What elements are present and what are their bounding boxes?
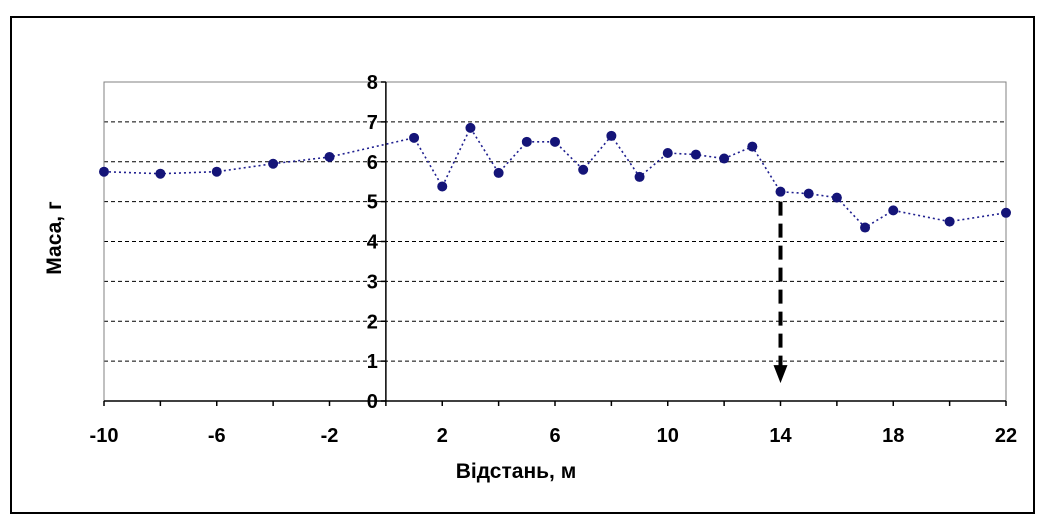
y-tick-label: 1 — [367, 351, 378, 373]
y-tick-label: 5 — [367, 192, 378, 214]
y-tick-label: 8 — [367, 72, 378, 94]
data-point — [662, 147, 673, 158]
x-tick-labels: -10 -6 -2 2 6 10 14 18 22 — [90, 401, 1017, 447]
data-point — [803, 188, 814, 199]
data-point — [831, 192, 842, 203]
y-tick-labels: 0 1 2 3 4 5 6 7 8 — [367, 72, 386, 413]
annotation-arrow — [773, 201, 788, 384]
x-tick-label: 18 — [882, 425, 904, 447]
x-tick-label: 2 — [437, 425, 448, 447]
data-point — [888, 205, 899, 216]
data-point — [550, 136, 560, 147]
data-point — [155, 168, 166, 179]
chart-frame — [10, 16, 1035, 514]
data-point — [324, 151, 335, 162]
y-tick-label: 6 — [367, 152, 378, 174]
y-axis-title: Маса, г — [43, 201, 66, 275]
data-point — [860, 222, 871, 233]
data-point — [465, 122, 476, 133]
x-tick-label: -6 — [208, 425, 226, 447]
series-markers — [99, 122, 1011, 233]
x-axis-title: Відстань, м — [456, 460, 577, 483]
arrow-head — [773, 365, 788, 384]
data-point — [775, 186, 786, 197]
data-point — [521, 136, 532, 147]
x-tick-label: 10 — [657, 425, 679, 447]
y-tick-label: 7 — [367, 112, 378, 134]
data-point — [690, 149, 701, 160]
x-tick-label: 22 — [995, 425, 1017, 447]
data-point — [268, 158, 279, 169]
y-tick-label: 3 — [367, 271, 378, 293]
data-point — [211, 166, 222, 177]
data-point — [409, 132, 420, 143]
grid-lines — [104, 121, 1006, 362]
x-tick-label: 6 — [549, 425, 560, 447]
x-tick-label: 14 — [769, 425, 792, 447]
y-tick-label: 2 — [367, 311, 378, 333]
data-point — [1001, 207, 1011, 218]
data-point — [437, 181, 448, 192]
data-point — [944, 216, 955, 227]
y-tick-label: 4 — [367, 232, 379, 254]
data-point — [99, 166, 109, 177]
data-point — [634, 171, 645, 182]
x-tick-label: -2 — [321, 425, 339, 447]
data-point — [578, 164, 589, 175]
x-tick-label: -10 — [90, 425, 119, 447]
data-point — [719, 153, 730, 164]
data-point — [747, 141, 758, 152]
y-tick-label: 0 — [367, 391, 378, 413]
data-point — [606, 130, 617, 141]
data-point — [493, 167, 504, 178]
